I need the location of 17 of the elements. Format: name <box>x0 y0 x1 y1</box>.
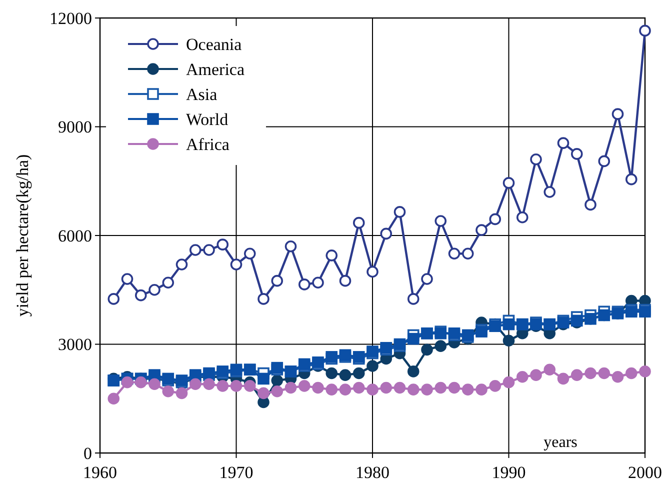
x-axis-title: years <box>544 434 578 451</box>
x-tick-label: 1970 <box>219 463 254 482</box>
y-tick-label: 6000 <box>58 226 92 246</box>
legend-label: Oceania <box>186 34 242 54</box>
y-tick-label: 3000 <box>58 335 92 354</box>
x-tick-label: 1980 <box>356 463 390 482</box>
y-tick-label: 9000 <box>58 118 92 137</box>
legend-label: Asia <box>186 84 218 104</box>
y-tick-label: 0 <box>84 444 92 463</box>
legend-label: America <box>186 60 245 79</box>
x-tick-label: 2000 <box>628 463 662 482</box>
y-tick-label: 12000 <box>50 8 92 28</box>
x-tick-label: 1990 <box>492 463 526 482</box>
x-tick-label: 1960 <box>83 463 117 482</box>
y-axis-title: yield per hectare(kg/ha) <box>13 154 32 317</box>
legend-label: World <box>186 110 229 129</box>
legend-label: Africa <box>186 134 230 154</box>
